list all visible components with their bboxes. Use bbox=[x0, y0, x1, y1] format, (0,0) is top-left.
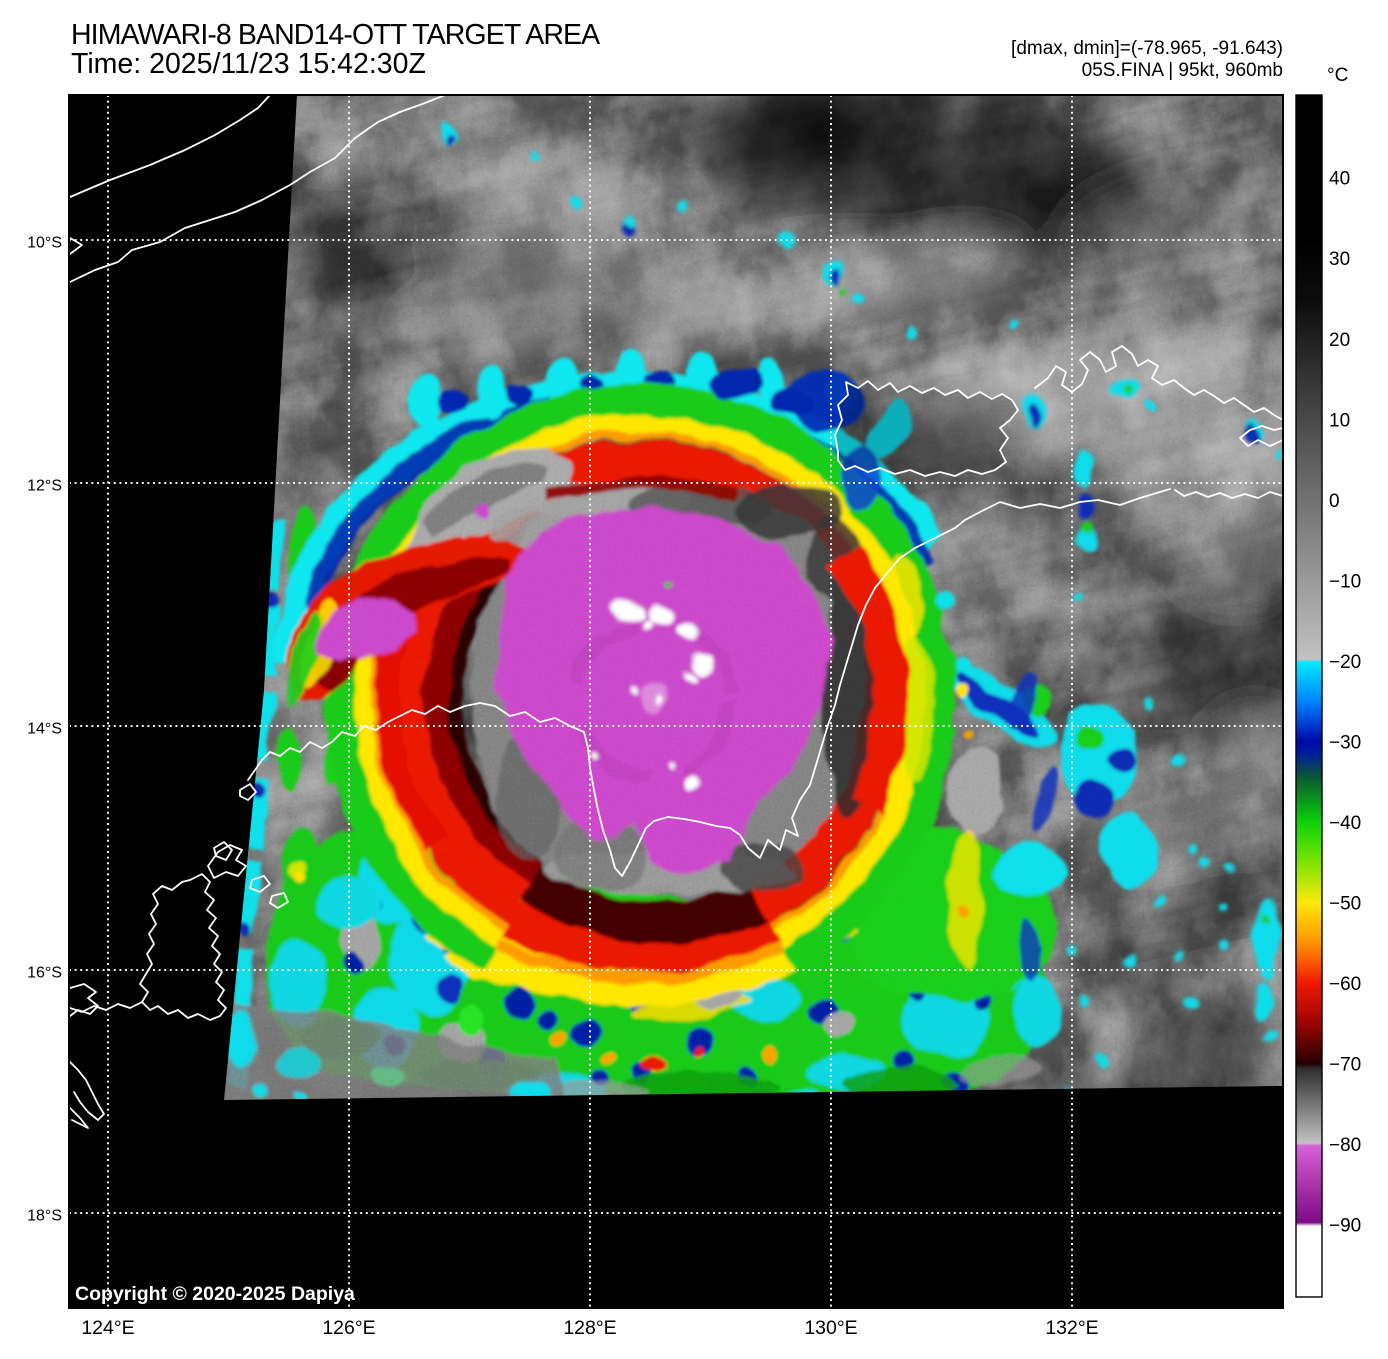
svg-text:124°E: 124°E bbox=[81, 1317, 134, 1339]
svg-text:10: 10 bbox=[1329, 411, 1350, 432]
svg-text:10°S: 10°S bbox=[27, 235, 62, 252]
svg-text:Time: 2025/11/23 15:42:30Z: Time: 2025/11/23 15:42:30Z bbox=[71, 48, 426, 80]
svg-text:40: 40 bbox=[1329, 169, 1350, 190]
svg-text:20: 20 bbox=[1329, 330, 1350, 351]
svg-text:[dmax, dmin]=(-78.965, -91.643: [dmax, dmin]=(-78.965, -91.643) bbox=[1011, 38, 1283, 59]
svg-text:−60: −60 bbox=[1329, 974, 1361, 995]
svg-text:0: 0 bbox=[1329, 491, 1340, 512]
svg-text:−20: −20 bbox=[1329, 652, 1361, 673]
svg-text:05S.FINA | 95kt, 960mb: 05S.FINA | 95kt, 960mb bbox=[1082, 60, 1283, 81]
svg-text:126°E: 126°E bbox=[322, 1317, 375, 1339]
svg-text:−50: −50 bbox=[1329, 894, 1361, 915]
svg-text:12°S: 12°S bbox=[27, 478, 62, 495]
svg-text:−70: −70 bbox=[1329, 1055, 1361, 1076]
svg-text:−10: −10 bbox=[1329, 572, 1361, 593]
svg-text:−30: −30 bbox=[1329, 733, 1361, 754]
svg-text:130°E: 130°E bbox=[804, 1317, 857, 1339]
svg-text:HIMAWARI-8 BAND14-OTT TARGET A: HIMAWARI-8 BAND14-OTT TARGET AREA bbox=[71, 19, 600, 51]
svg-text:−80: −80 bbox=[1329, 1135, 1361, 1156]
svg-text:Copyright © 2020-2025 Dapiya: Copyright © 2020-2025 Dapiya bbox=[75, 1283, 355, 1305]
svg-text:−90: −90 bbox=[1329, 1216, 1361, 1237]
svg-text:°C: °C bbox=[1327, 65, 1348, 86]
svg-text:16°S: 16°S bbox=[27, 965, 62, 982]
svg-text:30: 30 bbox=[1329, 249, 1350, 270]
svg-text:132°E: 132°E bbox=[1045, 1317, 1098, 1339]
svg-text:−40: −40 bbox=[1329, 813, 1361, 834]
svg-text:14°S: 14°S bbox=[27, 721, 62, 738]
svg-text:128°E: 128°E bbox=[563, 1317, 616, 1339]
svg-text:18°S: 18°S bbox=[27, 1208, 62, 1225]
